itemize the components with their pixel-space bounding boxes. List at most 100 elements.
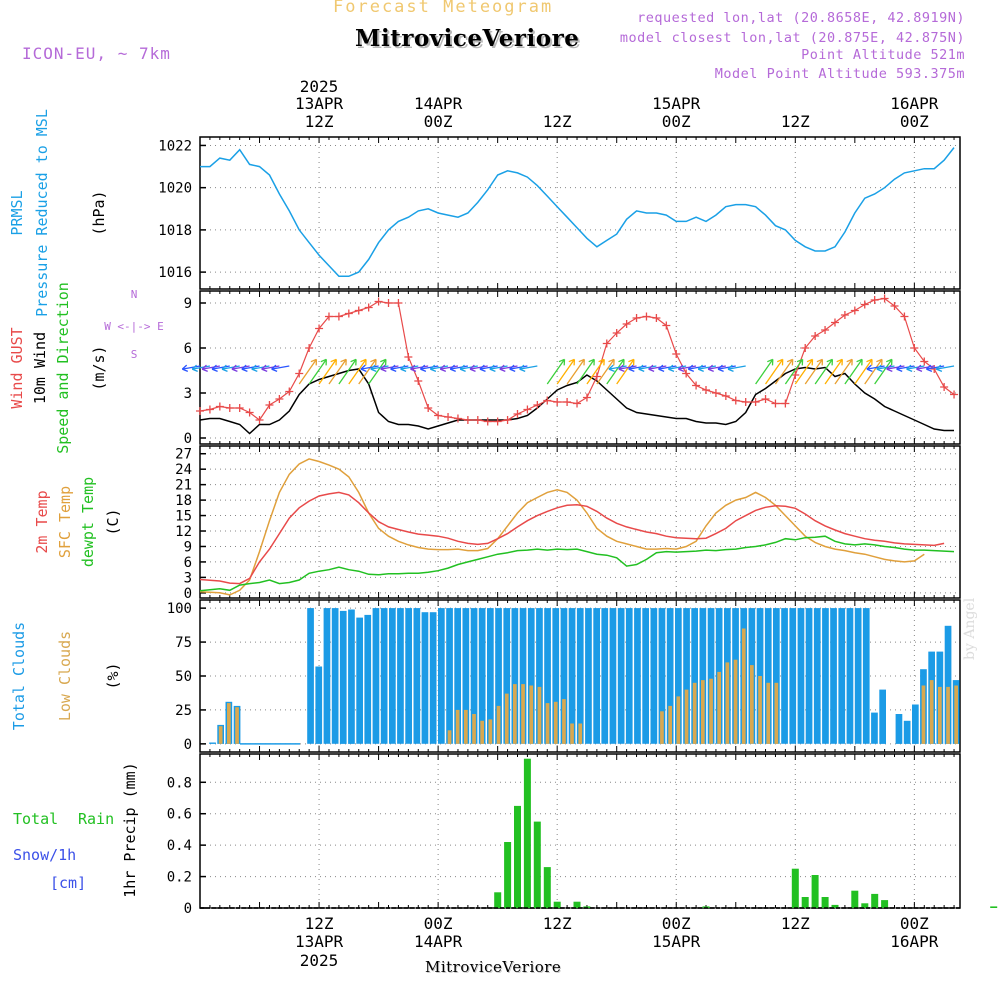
dewpt-legend-label: dewpt Temp (79, 477, 97, 567)
wind-arrow-head (320, 358, 327, 366)
wind-arrow (338, 359, 357, 385)
gust-marker (285, 387, 294, 396)
wind-arrow (765, 359, 784, 385)
y-tick-label: 3 (184, 570, 192, 586)
total-cloud-bar (699, 608, 707, 744)
wind-arrow-head (667, 364, 675, 373)
y-tick-label: 21 (175, 478, 192, 494)
wind-arrow (348, 359, 367, 385)
gust-marker (265, 401, 274, 409)
total-cloud-bar (552, 608, 560, 744)
rain-bar (871, 893, 879, 908)
wind10-legend-label: 10m Wind (31, 332, 49, 404)
rain-bar (533, 821, 541, 908)
wind-arrow (400, 365, 419, 370)
gust-legend-label: Wind GUST (8, 327, 26, 408)
low-cloud-bar (717, 671, 721, 744)
wind-arrow-head (390, 364, 397, 373)
low-cloud-bar (668, 705, 672, 744)
wind-arrow-head (886, 364, 893, 373)
bottom-hour-label: 00Z (424, 914, 453, 933)
total-cloud-bar (503, 608, 511, 744)
total-cloud-bar (560, 608, 568, 744)
total-cloud-bar (912, 704, 919, 744)
total-cloud-bar (307, 608, 314, 744)
total-cloud-bar (478, 608, 486, 744)
wind-arrow (519, 365, 538, 370)
wind-arrow (844, 359, 863, 385)
wind-arrow (606, 359, 625, 385)
gust-marker (424, 404, 433, 412)
gust-marker (275, 395, 284, 403)
panel-frame (199, 136, 961, 290)
total-cloud-bar (683, 608, 690, 744)
low-cloud-bar (741, 628, 746, 744)
gust-marker (205, 405, 214, 414)
total-cloud-bar (813, 608, 821, 744)
gust-marker (563, 398, 572, 406)
wind-arrow-head (251, 364, 258, 373)
rain-bar (494, 892, 502, 908)
low-cloud-bar (733, 659, 738, 744)
wind-arrow (628, 365, 647, 370)
temp-unit-label: (C) (104, 508, 122, 535)
low-cloud-bar (464, 709, 468, 744)
low-cloud-bar (218, 726, 223, 744)
total-cloud-bar (462, 608, 470, 744)
wind-arrow-head (519, 364, 526, 373)
total-cloud-bar (871, 712, 878, 744)
wind-arrow (360, 365, 379, 370)
wind-arrow-head (380, 358, 387, 366)
y-tick-label: 0.8 (167, 775, 192, 791)
wind-arrow-head (360, 364, 367, 372)
low-cloud-bar (774, 682, 779, 744)
rain-bar (821, 897, 829, 908)
top-hour-label: 12Z (781, 112, 810, 131)
gust-marker (255, 416, 264, 424)
precip-axis-label: 1hr Precip (mm) (121, 762, 139, 897)
total-cloud-bar (805, 608, 813, 744)
gust-marker (751, 398, 760, 406)
panel-frame (199, 445, 961, 599)
wind-arrow (328, 359, 347, 385)
total-cloud-bar (707, 608, 715, 744)
top-day-label: 14APR (414, 94, 463, 113)
wind-arrow (450, 365, 468, 370)
total-cloud-bar (903, 720, 911, 744)
gust-marker (235, 404, 244, 412)
wind-arrow-head (449, 364, 456, 372)
y-tick-label: 15 (175, 509, 192, 525)
wind-arrow-head (598, 358, 605, 366)
total-cloud-bar (593, 608, 600, 744)
wind-arrow (618, 365, 637, 370)
y-tick-label: 1016 (158, 265, 192, 281)
total-cloud-bar (413, 608, 421, 744)
total-cloud-bar (601, 608, 609, 744)
total-cloud-bar (846, 608, 854, 744)
rain-bar (990, 906, 998, 908)
gust-marker (850, 306, 859, 315)
gust-marker (910, 344, 919, 352)
total-cloud-bar (838, 608, 846, 744)
low-cloud-bar (921, 685, 926, 744)
wind-arrow (298, 359, 317, 385)
wind-arrow (430, 365, 449, 370)
wind-arrow (271, 365, 290, 370)
gust-marker (940, 383, 949, 391)
gust-marker (672, 350, 681, 358)
gust-marker (295, 369, 304, 378)
wind-arrow-head (796, 358, 804, 366)
total-cloud-bar (397, 608, 404, 744)
wind-arrow (211, 365, 230, 370)
bottom-hour-label: 00Z (900, 914, 929, 933)
bottom-hour-label: 12Z (781, 914, 810, 933)
wind-arrow (874, 359, 893, 385)
wind-arrow (727, 365, 746, 370)
wind-arrow-head (925, 364, 933, 372)
top-year-label: 2025 (300, 77, 339, 96)
bottom-hour-label: 12Z (543, 914, 572, 933)
gust-marker (801, 344, 810, 352)
rain-bar (831, 904, 839, 908)
total-cloud-bar (470, 608, 478, 744)
wind-arrow-head (231, 364, 238, 372)
